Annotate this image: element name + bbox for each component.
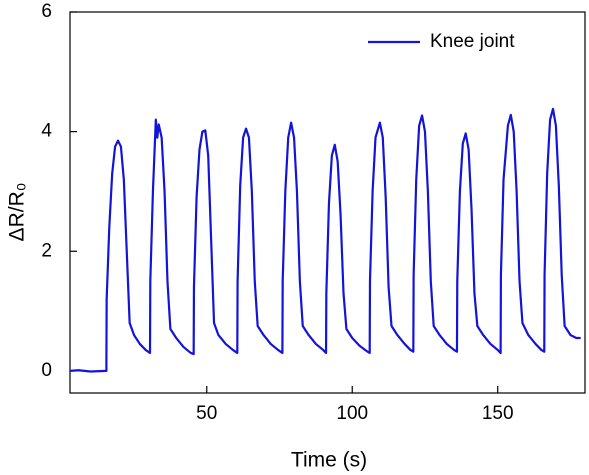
x-tick-label: 100 xyxy=(336,403,368,424)
y-axis-title: ΔR/R₀ xyxy=(6,183,29,242)
y-tick-label: 4 xyxy=(41,121,52,142)
x-axis-title: Time (s) xyxy=(291,449,367,472)
y-tick-label: 6 xyxy=(41,1,52,22)
y-tick-label: 0 xyxy=(41,360,52,381)
x-tick-label: 50 xyxy=(196,403,217,424)
data-line xyxy=(69,107,581,373)
plot-frame xyxy=(69,11,586,394)
y-tick-label: 2 xyxy=(41,240,52,261)
legend-label: Knee joint xyxy=(430,31,515,52)
x-tick-label: 150 xyxy=(482,403,514,424)
